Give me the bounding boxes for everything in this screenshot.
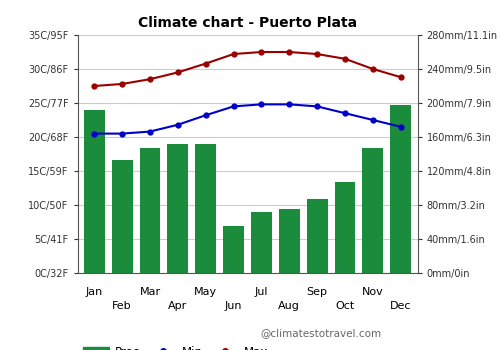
Legend: Prec, Min, Max: Prec, Min, Max (84, 345, 268, 350)
Title: Climate chart - Puerto Plata: Climate chart - Puerto Plata (138, 16, 357, 30)
Bar (251, 212, 272, 273)
Bar (306, 199, 328, 273)
Text: Feb: Feb (112, 301, 132, 311)
Text: Jul: Jul (254, 287, 268, 297)
Bar (195, 144, 216, 273)
Text: Jan: Jan (86, 287, 103, 297)
Text: May: May (194, 287, 218, 297)
Bar (362, 148, 384, 273)
Text: Mar: Mar (140, 287, 160, 297)
Bar (279, 209, 300, 273)
Bar (390, 105, 411, 273)
Bar (140, 148, 160, 273)
Bar (112, 160, 132, 273)
Bar (334, 182, 355, 273)
Text: Nov: Nov (362, 287, 384, 297)
Bar (168, 144, 188, 273)
Text: Jun: Jun (225, 301, 242, 311)
Bar (223, 226, 244, 273)
Text: Oct: Oct (336, 301, 354, 311)
Text: Sep: Sep (306, 287, 328, 297)
Text: Apr: Apr (168, 301, 188, 311)
Bar (84, 110, 104, 273)
Text: Aug: Aug (278, 301, 300, 311)
Text: @climatestotravel.com: @climatestotravel.com (260, 328, 381, 338)
Text: Dec: Dec (390, 301, 411, 311)
